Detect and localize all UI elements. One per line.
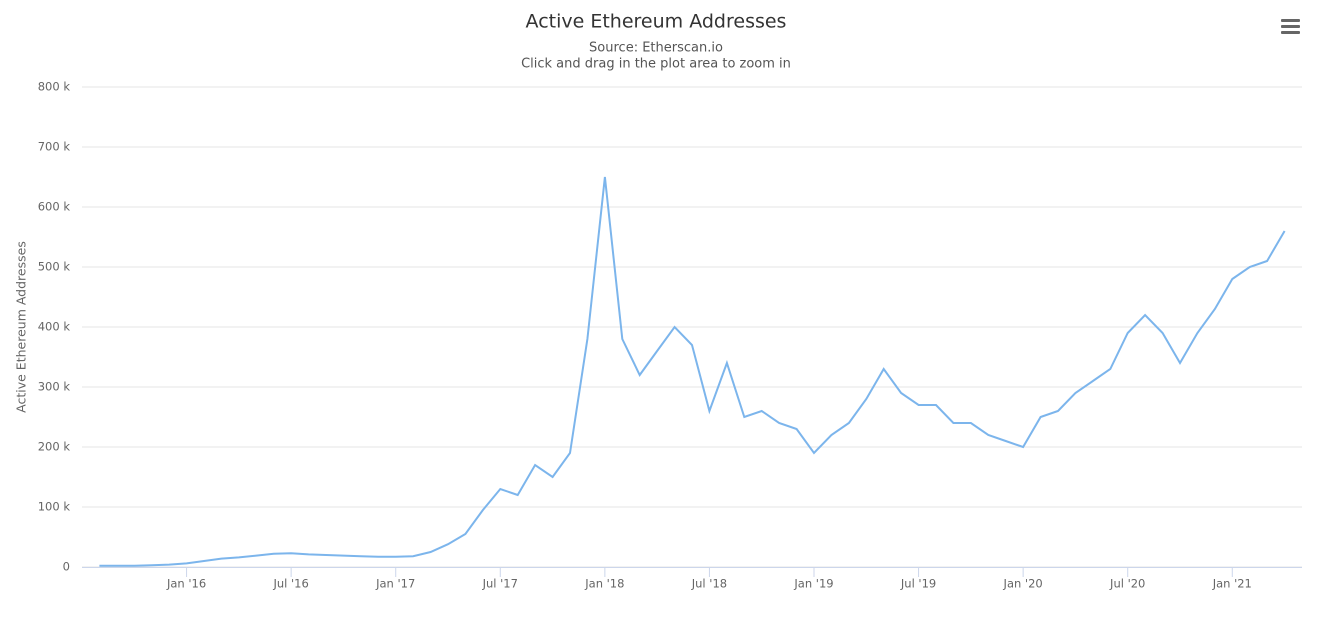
y-tick-label: 100 k <box>38 500 71 514</box>
x-tick-label: Jan '19 <box>793 577 833 591</box>
x-tick-label: Jan '18 <box>584 577 624 591</box>
menu-bar[interactable] <box>1281 25 1300 28</box>
x-tick-label: Jul '17 <box>482 577 518 591</box>
menu-button[interactable] <box>1281 19 1300 34</box>
y-tick-label: 600 k <box>38 200 71 214</box>
y-tick-label: 200 k <box>38 440 71 454</box>
data-line <box>99 176 1286 567</box>
menu-bar[interactable] <box>1281 19 1300 22</box>
x-tick-label: Jan '21 <box>1212 577 1252 591</box>
y-tick-label: 300 k <box>38 380 71 394</box>
menu-bar[interactable] <box>1281 31 1300 34</box>
x-tick-label: Jul '18 <box>691 577 727 591</box>
x-tick-label: Jul '19 <box>900 577 936 591</box>
y-tick-label: 800 k <box>38 80 71 94</box>
y-tick-label: 500 k <box>38 260 71 274</box>
x-tick-label: Jan '17 <box>375 577 415 591</box>
x-tick-label: Jan '16 <box>166 577 206 591</box>
chart-title: Active Ethereum Addresses <box>526 11 787 33</box>
y-tick-label: 0 <box>63 560 70 574</box>
y-axis-title: Active Ethereum Addresses <box>14 241 29 413</box>
y-tick-label: 700 k <box>38 140 71 154</box>
chart-subtitle: Click and drag in the plot area to zoom … <box>521 57 791 72</box>
x-tick-label: Jan '20 <box>1003 577 1043 591</box>
y-tick-label: 400 k <box>38 320 71 334</box>
x-tick-label: Jul '16 <box>272 577 308 591</box>
chart-subtitle: Source: Etherscan.io <box>589 41 723 56</box>
x-tick-label: Jul '20 <box>1109 577 1145 591</box>
